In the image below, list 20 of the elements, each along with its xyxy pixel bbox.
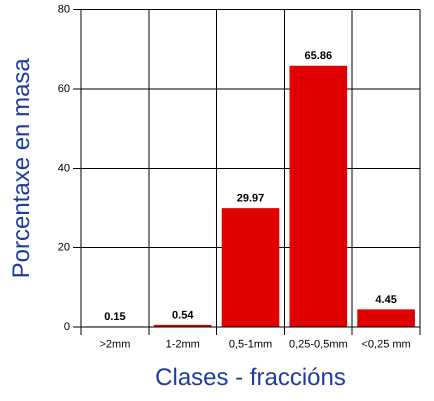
y-axis-title: Porcentaxe en masa	[8, 58, 36, 278]
data-label: 29.97	[236, 192, 264, 205]
x-tick-label: 1-2mm	[166, 338, 200, 351]
y-tick-label: 0	[64, 321, 70, 334]
bar	[222, 208, 280, 326]
y-tick-label: 60	[58, 82, 70, 95]
bar	[290, 66, 348, 326]
y-tick-label: 40	[58, 162, 70, 174]
data-label: 0.54	[172, 309, 194, 322]
data-label: 65.86	[304, 50, 332, 62]
data-label: 4.45	[375, 294, 397, 306]
y-tick-label: 20	[58, 242, 70, 254]
x-axis-title: Clases - fraccións	[155, 364, 346, 392]
x-tick-label: >2mm	[99, 338, 130, 351]
y-tick-label: 80	[58, 4, 70, 16]
data-label: 0.15	[104, 310, 126, 323]
x-tick-label: <0,25 mm	[361, 338, 411, 351]
x-tick-label: 0,5-1mm	[228, 338, 272, 351]
x-tick-label: 0,25-0,5mm	[288, 338, 348, 351]
bar	[357, 309, 415, 326]
